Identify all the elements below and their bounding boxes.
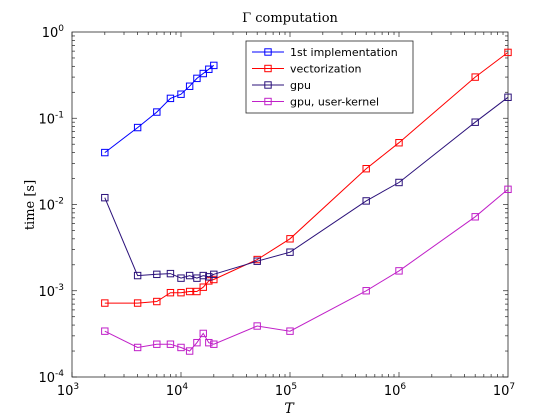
- x-tick-label: 106: [384, 382, 407, 399]
- y-axis-label: time [s]: [23, 180, 38, 230]
- x-tick-label: 107: [493, 382, 515, 399]
- y-tick-label: 10-2: [38, 197, 64, 214]
- x-tick-label: 105: [275, 382, 297, 399]
- legend-label: vectorization: [290, 63, 362, 76]
- y-tick-label: 10-3: [38, 283, 64, 300]
- y-tick-label: 10-1: [38, 110, 64, 127]
- x-tick-label: 103: [57, 382, 79, 399]
- legend: 1st implementation vectorization gpu gpu, u…: [246, 41, 413, 113]
- legend-label: gpu: [290, 79, 311, 92]
- legend-label: gpu, user-kernel: [290, 96, 379, 109]
- chart-title: Γ computation: [242, 11, 338, 26]
- x-tick-label: 104: [166, 382, 189, 399]
- x-axis-label: T: [284, 401, 295, 417]
- legend-label: 1st implementation: [290, 46, 398, 59]
- y-tick-label: 100: [42, 24, 65, 41]
